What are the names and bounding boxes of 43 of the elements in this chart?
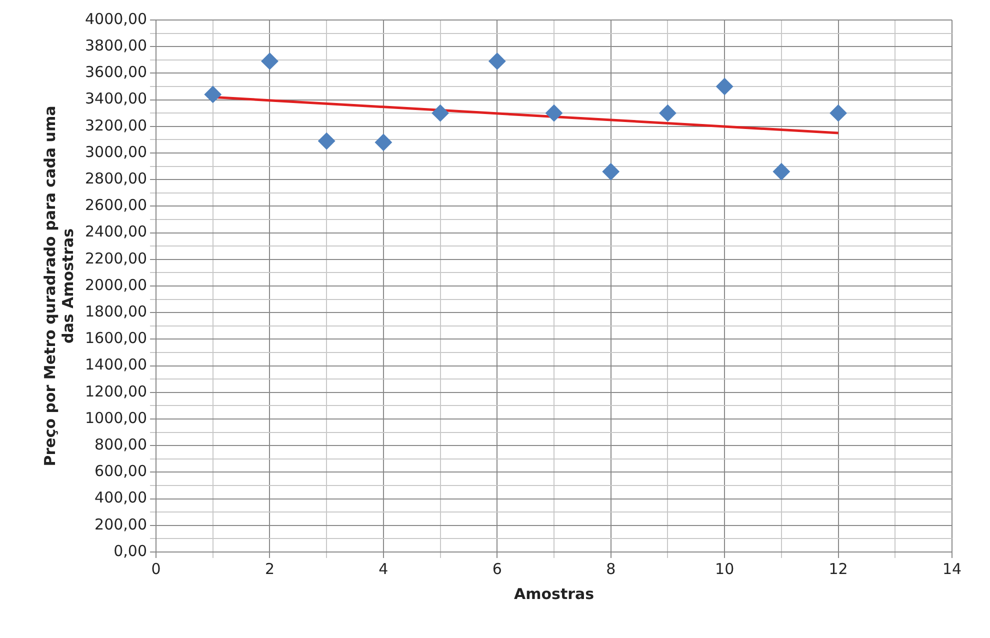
y-tick-label: 400,00: [94, 488, 148, 507]
y-tick-label: 2800,00: [85, 169, 148, 188]
y-tick-label: 1000,00: [85, 408, 148, 427]
y-tick-label: 2400,00: [85, 222, 148, 241]
y-axis-title: Preço por Metro quradrado para cada uma das Amostras: [40, 106, 77, 466]
y-tick-label: 2600,00: [85, 196, 148, 214]
y-tick-label: 1800,00: [85, 302, 148, 320]
y-tick-label: 0,00: [114, 542, 148, 560]
x-tick-label: 10: [715, 560, 734, 578]
x-axis-title: Amostras: [514, 584, 594, 603]
y-tick-label: 200,00: [94, 515, 148, 534]
y-tick-label: 3400,00: [85, 90, 148, 108]
point: [659, 104, 676, 122]
x-tick-label: 0: [151, 560, 161, 578]
x-tick-label: 14: [942, 560, 962, 578]
y-tick-label: 2000,00: [85, 276, 148, 294]
point: [546, 104, 563, 122]
y-tick-label: 2200,00: [85, 249, 148, 268]
y-tick-label: 800,00: [94, 435, 148, 454]
x-tick-label: 2: [264, 560, 275, 578]
y-tick-label: 1400,00: [85, 356, 148, 374]
point: [318, 132, 336, 150]
point: [432, 104, 449, 122]
point: [772, 163, 790, 180]
y-tick-label: 3200,00: [85, 116, 148, 134]
y-tick-label: 3600,00: [85, 63, 148, 82]
point: [602, 163, 620, 180]
x-tick-label: 4: [378, 560, 388, 578]
point: [488, 52, 506, 70]
x-tick-label: 12: [828, 560, 848, 578]
point: [374, 134, 392, 151]
point: [261, 52, 278, 70]
y-tick-label: 1200,00: [85, 382, 148, 400]
y-tick-label: 3800,00: [85, 36, 148, 54]
point: [830, 104, 847, 122]
x-tick-label: 8: [606, 560, 616, 578]
x-tick-label: 6: [492, 560, 502, 578]
y-tick-label: 3000,00: [85, 142, 148, 161]
y-tick-label: 1600,00: [85, 329, 148, 348]
y-tick-label: 4000,00: [85, 10, 148, 28]
y-tick-label: 600,00: [94, 462, 148, 480]
point: [716, 78, 734, 95]
point: [204, 86, 222, 103]
